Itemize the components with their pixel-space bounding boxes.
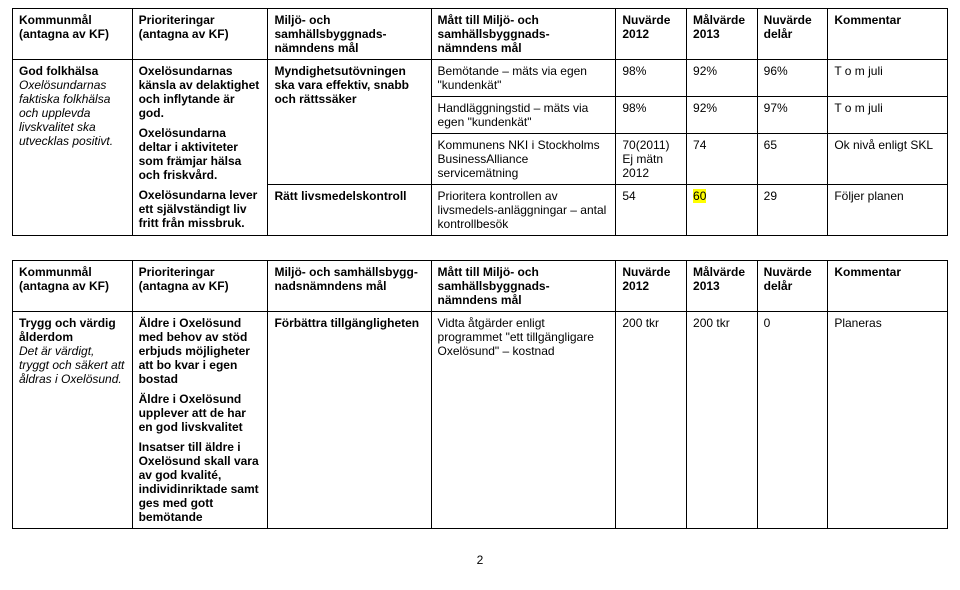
- cell-mal2013: 92%: [687, 60, 758, 97]
- cell-nu2012: 54: [616, 185, 687, 236]
- cell-kommentar: Ok nivå enligt SKL: [828, 134, 948, 185]
- col-header: Kommunmål (antagna av KF): [13, 261, 133, 312]
- col-header: Nuvärde 2012: [616, 261, 687, 312]
- cell-kommunmal: God folkhälsa Oxelösundarnas faktiska fo…: [13, 60, 133, 236]
- prio-item: Insatser till äldre i Oxelösund skall va…: [139, 440, 262, 524]
- col-header: Prioriteringar (antagna av KF): [132, 9, 268, 60]
- prio-item: Oxelösundarna deltar i aktiviteter som f…: [139, 126, 262, 182]
- col-header: Miljö- och samhällsbyggnads-nämndens mål: [268, 9, 431, 60]
- cell-kommentar: T o m juli: [828, 97, 948, 134]
- cell-mal: Myndighetsutövningen ska vara effektiv, …: [268, 60, 431, 185]
- prio-item: Äldre i Oxelösund upplever att de har en…: [139, 392, 262, 434]
- cell-matt: Handläggningstid – mäts via egen "kunden…: [431, 97, 616, 134]
- cell-mal2013: 92%: [687, 97, 758, 134]
- page: Kommunmål (antagna av KF) Prioriteringar…: [0, 0, 960, 587]
- cell-nudelar: 65: [757, 134, 828, 185]
- cell-matt: Prioritera kontrollen av livsmedels-anlä…: [431, 185, 616, 236]
- cell-nudelar: 97%: [757, 97, 828, 134]
- cell-kommentar: Planeras: [828, 312, 948, 529]
- cell-nudelar: 0: [757, 312, 828, 529]
- cell-mal2013: 60: [687, 185, 758, 236]
- cell-mal2013: 74: [687, 134, 758, 185]
- col-header: Prioriteringar (antagna av KF): [132, 261, 268, 312]
- cell-matt: Kommunens NKI i Stockholms BusinessAllia…: [431, 134, 616, 185]
- col-header: Miljö- och samhällsbygg-nadsnämndens mål: [268, 261, 431, 312]
- highlighted-value: 60: [693, 189, 706, 203]
- cell-mal: Rätt livsmedelskontroll: [268, 185, 431, 236]
- table-row: Trygg och värdig ålderdom Det är värdigt…: [13, 312, 948, 529]
- table-1: Kommunmål (antagna av KF) Prioriteringar…: [12, 8, 948, 236]
- kommunmal-desc: Oxelösundarnas faktiska folkhälsa och up…: [19, 78, 126, 148]
- cell-mal2013: 200 tkr: [687, 312, 758, 529]
- col-header: Nuvärde delår: [757, 9, 828, 60]
- cell-prioriteringar: Oxelösundarnas känsla av delaktighet och…: [132, 60, 268, 236]
- kommunmal-title: God folkhälsa: [19, 64, 126, 78]
- col-header: Kommentar: [828, 9, 948, 60]
- table-row: God folkhälsa Oxelösundarnas faktiska fo…: [13, 60, 948, 97]
- col-header: Nuvärde delår: [757, 261, 828, 312]
- table-row: Kommunmål (antagna av KF) Prioriteringar…: [13, 261, 948, 312]
- prio-item: Äldre i Oxelösund med behov av stöd erbj…: [139, 316, 262, 386]
- col-header: Mått till Miljö- och samhällsbyggnads-nä…: [431, 9, 616, 60]
- cell-nu2012: 98%: [616, 60, 687, 97]
- cell-prioriteringar: Äldre i Oxelösund med behov av stöd erbj…: [132, 312, 268, 529]
- col-header: Kommentar: [828, 261, 948, 312]
- cell-nu2012: 200 tkr: [616, 312, 687, 529]
- table-row: Kommunmål (antagna av KF) Prioriteringar…: [13, 9, 948, 60]
- cell-mal: Förbättra tillgängligheten: [268, 312, 431, 529]
- cell-nudelar: 96%: [757, 60, 828, 97]
- col-header: Nuvärde 2012: [616, 9, 687, 60]
- cell-kommentar: T o m juli: [828, 60, 948, 97]
- kommunmal-desc: Det är värdigt, tryggt och säkert att ål…: [19, 344, 126, 386]
- col-header: Målvärde 2013: [687, 9, 758, 60]
- prio-item: Oxelösundarna lever ett självständigt li…: [139, 188, 262, 230]
- col-header: Målvärde 2013: [687, 261, 758, 312]
- table-2: Kommunmål (antagna av KF) Prioriteringar…: [12, 260, 948, 529]
- cell-kommunmal: Trygg och värdig ålderdom Det är värdigt…: [13, 312, 133, 529]
- cell-matt: Vidta åtgärder enligt programmet "ett ti…: [431, 312, 616, 529]
- kommunmal-title: Trygg och värdig ålderdom: [19, 316, 126, 344]
- cell-nu2012: 98%: [616, 97, 687, 134]
- prio-item: Oxelösundarnas känsla av delaktighet och…: [139, 64, 262, 120]
- page-number: 2: [12, 553, 948, 567]
- cell-matt: Bemötande – mäts via egen "kundenkät": [431, 60, 616, 97]
- cell-nudelar: 29: [757, 185, 828, 236]
- col-header: Mått till Miljö- och samhällsbyggnads-nä…: [431, 261, 616, 312]
- cell-kommentar: Följer planen: [828, 185, 948, 236]
- col-header: Kommunmål (antagna av KF): [13, 9, 133, 60]
- cell-nu2012: 70(2011) Ej mätn 2012: [616, 134, 687, 185]
